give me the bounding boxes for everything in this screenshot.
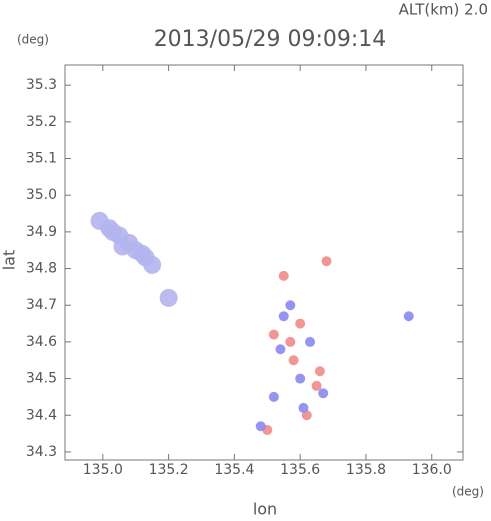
radar-cell bbox=[278, 311, 289, 322]
y-tick-label: 35.3 bbox=[26, 77, 57, 93]
radar-cell bbox=[403, 311, 414, 322]
y-unit: (deg) bbox=[17, 33, 49, 47]
radar-cell bbox=[318, 388, 329, 399]
y-tick-label: 34.6 bbox=[26, 334, 57, 350]
radar-cell bbox=[321, 256, 332, 267]
y-tick-label: 34.8 bbox=[26, 261, 57, 277]
radar-cell bbox=[268, 329, 279, 340]
x-label: lon bbox=[253, 500, 277, 519]
y-tick-label: 35.2 bbox=[26, 114, 57, 130]
radar-cell bbox=[295, 373, 306, 384]
altitude: ALT(km) 2.0 bbox=[399, 1, 488, 19]
radar-cell bbox=[288, 355, 299, 366]
x-tick-label: 135.0 bbox=[83, 462, 123, 478]
x-tick-label: 135.2 bbox=[149, 462, 189, 478]
x-unit: (deg) bbox=[452, 485, 484, 499]
y-tick-label: 34.7 bbox=[26, 297, 57, 313]
radar-cell bbox=[275, 344, 286, 355]
radar-cell bbox=[305, 336, 316, 347]
x-tick-label: 136.0 bbox=[412, 462, 452, 478]
x-tick-label: 135.8 bbox=[346, 462, 386, 478]
radar-cell bbox=[159, 288, 178, 307]
plot-frame bbox=[64, 64, 464, 461]
y-tick-label: 34.5 bbox=[26, 371, 57, 387]
radar-cell bbox=[295, 318, 306, 329]
chart-title: 2013/05/29 09:09:14 bbox=[154, 27, 387, 52]
radar-cell bbox=[285, 336, 296, 347]
y-tick-label: 34.9 bbox=[26, 224, 57, 240]
y-label: lat bbox=[0, 250, 19, 271]
radar-cell bbox=[311, 380, 322, 391]
x-tick-label: 135.6 bbox=[280, 462, 320, 478]
radar-cell bbox=[285, 300, 296, 311]
y-tick-label: 34.4 bbox=[26, 407, 57, 423]
x-tick-label: 135.4 bbox=[214, 462, 254, 478]
radar-cell bbox=[143, 255, 162, 274]
radar-cell bbox=[314, 366, 325, 377]
radar-cell bbox=[255, 421, 266, 432]
y-tick-label: 35.0 bbox=[26, 187, 57, 203]
y-tick-label: 35.1 bbox=[26, 151, 57, 167]
radar-cell bbox=[278, 270, 289, 281]
radar-cell bbox=[298, 402, 309, 413]
y-tick-label: 34.3 bbox=[26, 444, 57, 460]
radar-cell bbox=[268, 391, 279, 402]
radar-cell bbox=[103, 222, 122, 241]
